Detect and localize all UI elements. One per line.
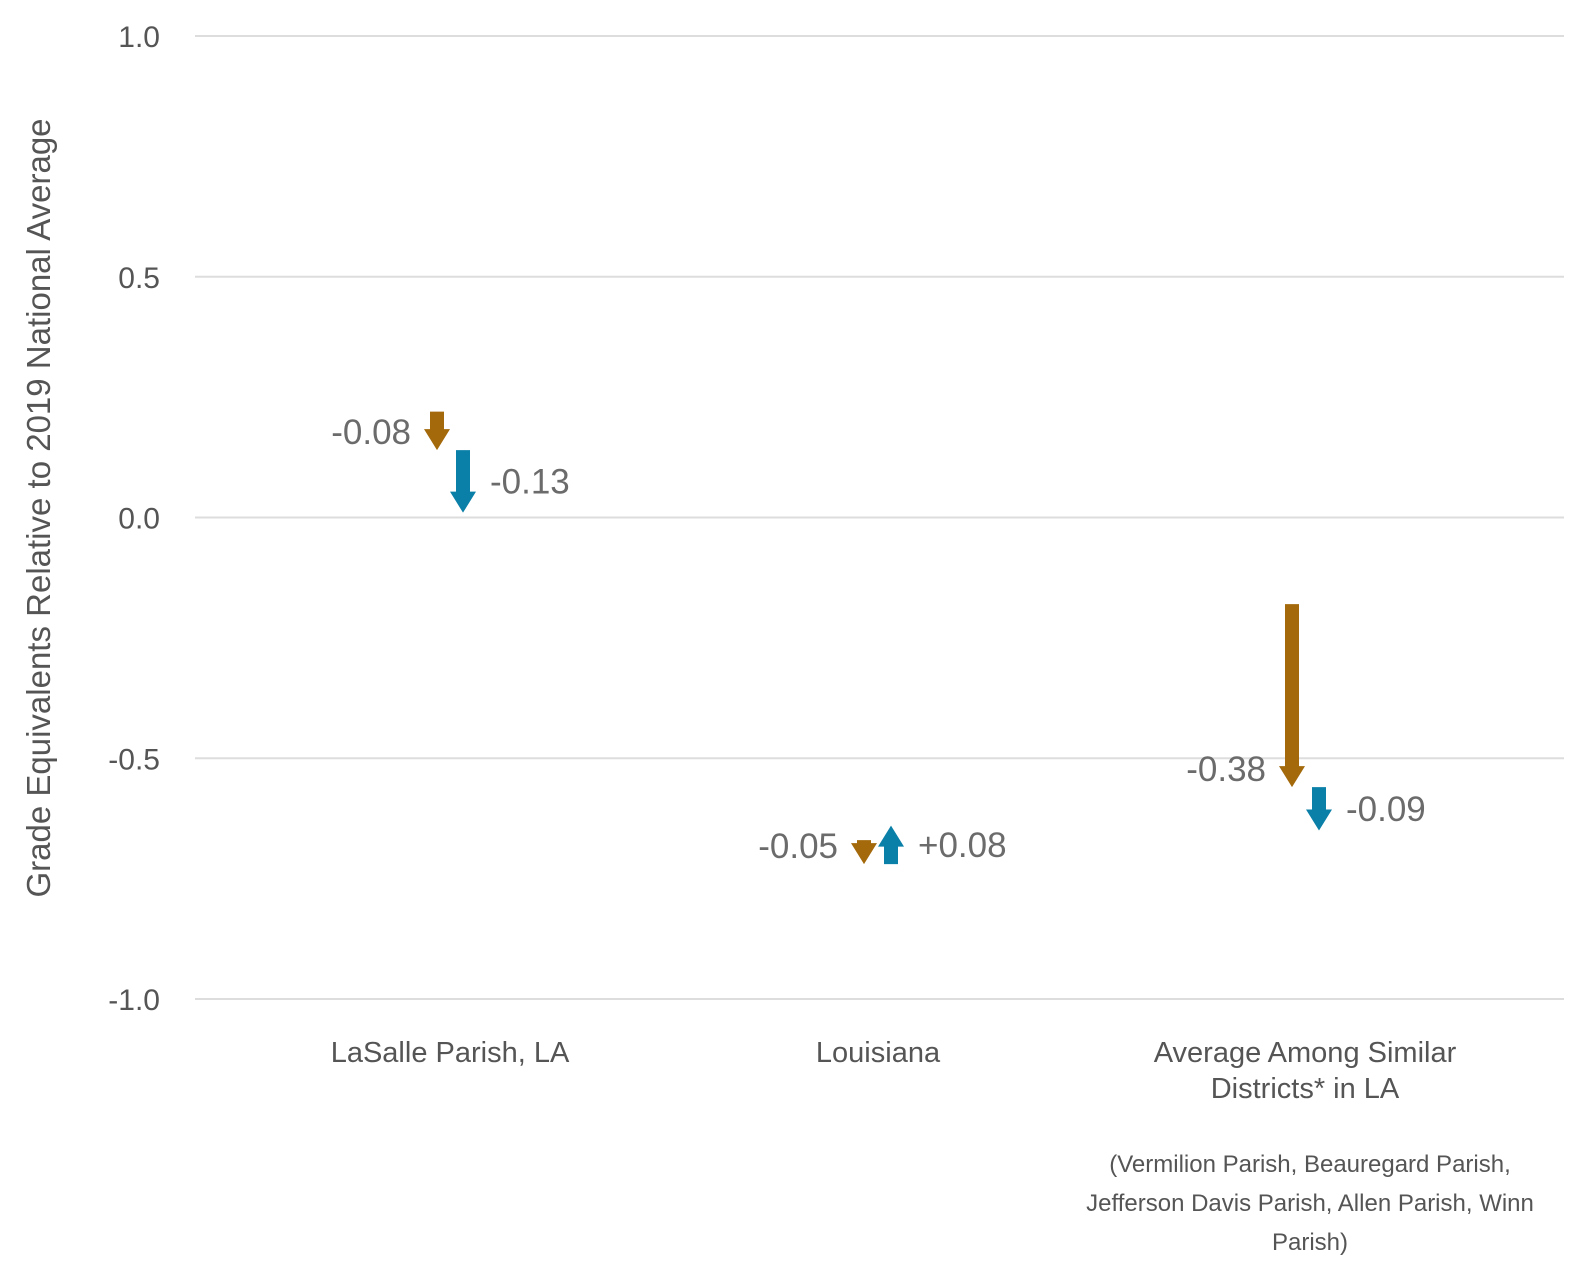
down-arrow — [424, 411, 450, 451]
data-label: -0.09 — [1346, 790, 1426, 829]
y-tick-label: -1.0 — [108, 984, 160, 1017]
y-tick-label: 0.5 — [118, 262, 160, 295]
category-label: Average Among Similar — [1154, 1037, 1457, 1069]
y-tick-label: 1.0 — [118, 21, 160, 54]
data-label: -0.08 — [331, 413, 411, 452]
arrows — [424, 411, 1332, 865]
y-axis-ticks: 1.0 0.5 0.0 -0.5 -1.0 — [108, 21, 160, 1017]
category-note: Parish) — [1272, 1229, 1348, 1256]
down-arrow — [1279, 604, 1305, 788]
x-axis-categories: LaSalle Parish, LA Louisiana Average Among… — [331, 1037, 1534, 1256]
gridlines — [195, 35, 1564, 1000]
data-label: -0.05 — [758, 827, 838, 866]
category-note: (Vermilion Parish, Beauregard Parish, — [1109, 1151, 1511, 1178]
category-label: Districts* in LA — [1211, 1073, 1400, 1105]
data-label: -0.38 — [1186, 750, 1266, 789]
y-tick-label: -0.5 — [108, 743, 160, 776]
down-arrow — [1306, 787, 1332, 831]
data-labels: -0.08 -0.13 -0.05 +0.08 -0.38 -0.09 — [331, 413, 1426, 866]
down-arrow — [851, 840, 877, 865]
up-arrow — [878, 825, 904, 865]
category-label: Louisiana — [816, 1037, 941, 1069]
y-tick-label: 0.0 — [118, 503, 160, 536]
y-axis-title: Grade Equivalents Relative to 2019 Natio… — [20, 118, 57, 897]
category-note: Jefferson Davis Parish, Allen Parish, Wi… — [1086, 1190, 1534, 1217]
down-arrow — [450, 450, 476, 513]
data-label: -0.13 — [490, 462, 570, 501]
data-label: +0.08 — [918, 826, 1007, 865]
category-label: LaSalle Parish, LA — [331, 1037, 570, 1069]
